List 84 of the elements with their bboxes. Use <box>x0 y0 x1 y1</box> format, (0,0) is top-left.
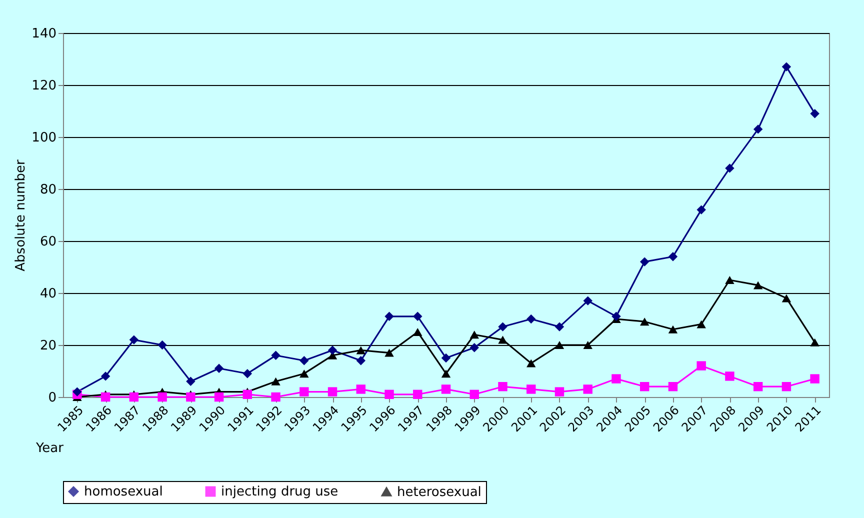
point <box>129 335 139 344</box>
point <box>668 325 678 334</box>
point <box>100 372 110 381</box>
y-tick-label: 0 <box>48 390 56 406</box>
point <box>186 376 196 386</box>
point <box>300 356 309 366</box>
point <box>72 387 82 396</box>
point <box>470 330 479 339</box>
point <box>810 108 820 118</box>
legend-label: homosexual <box>84 484 163 500</box>
y-axis-title: Absolute number <box>14 159 29 272</box>
point <box>753 124 763 134</box>
point <box>413 390 422 400</box>
point <box>612 374 621 384</box>
point <box>214 392 224 402</box>
point <box>696 320 706 328</box>
point <box>696 205 706 214</box>
point <box>413 328 422 336</box>
point <box>356 356 366 366</box>
point <box>640 318 650 326</box>
point <box>300 370 309 378</box>
y-tick-label: 100 <box>32 130 56 146</box>
point <box>356 346 366 354</box>
point <box>384 312 394 322</box>
point <box>328 346 338 355</box>
point <box>441 353 451 363</box>
point <box>526 359 536 368</box>
point <box>696 361 706 370</box>
point <box>583 296 592 306</box>
point <box>668 252 678 262</box>
point <box>725 372 734 381</box>
point <box>554 387 564 396</box>
point <box>526 384 536 394</box>
point <box>554 322 564 332</box>
point <box>441 384 451 394</box>
point <box>810 338 820 346</box>
y-tick-label: 80 <box>40 182 56 198</box>
point <box>158 392 167 402</box>
point <box>668 382 678 392</box>
point <box>782 62 792 72</box>
point <box>725 164 734 173</box>
point <box>271 377 280 386</box>
point <box>782 382 792 392</box>
point <box>640 382 650 392</box>
point <box>384 348 394 357</box>
point <box>753 382 763 392</box>
point <box>810 374 820 384</box>
point <box>384 390 394 400</box>
point <box>271 350 280 360</box>
point <box>583 341 592 349</box>
point <box>242 390 252 400</box>
point <box>100 392 110 402</box>
legend-label: heterosexual <box>397 484 482 500</box>
point <box>413 312 422 322</box>
y-tick-label: 120 <box>32 78 56 94</box>
legend-label: injecting drug use <box>221 484 338 500</box>
point <box>612 312 621 322</box>
point <box>554 341 564 349</box>
y-tick-label: 40 <box>40 286 56 302</box>
point <box>498 322 508 332</box>
point <box>242 368 252 378</box>
point <box>498 382 508 392</box>
point <box>470 390 479 400</box>
y-tick-label: 60 <box>40 234 56 250</box>
point <box>526 314 536 324</box>
point <box>470 342 479 352</box>
point <box>725 276 734 284</box>
point <box>214 364 224 374</box>
point <box>356 384 366 394</box>
point <box>328 387 338 396</box>
point <box>782 294 792 302</box>
point <box>753 281 763 290</box>
point <box>583 384 592 394</box>
point <box>300 387 309 396</box>
point <box>129 392 139 402</box>
point <box>271 392 280 402</box>
y-tick-label: 140 <box>32 26 56 42</box>
point <box>441 370 451 378</box>
point <box>498 336 508 344</box>
point <box>158 340 167 350</box>
point <box>640 257 650 266</box>
point <box>186 392 196 402</box>
x-axis-title: Year <box>34 440 64 456</box>
y-tick-label: 20 <box>40 338 56 354</box>
